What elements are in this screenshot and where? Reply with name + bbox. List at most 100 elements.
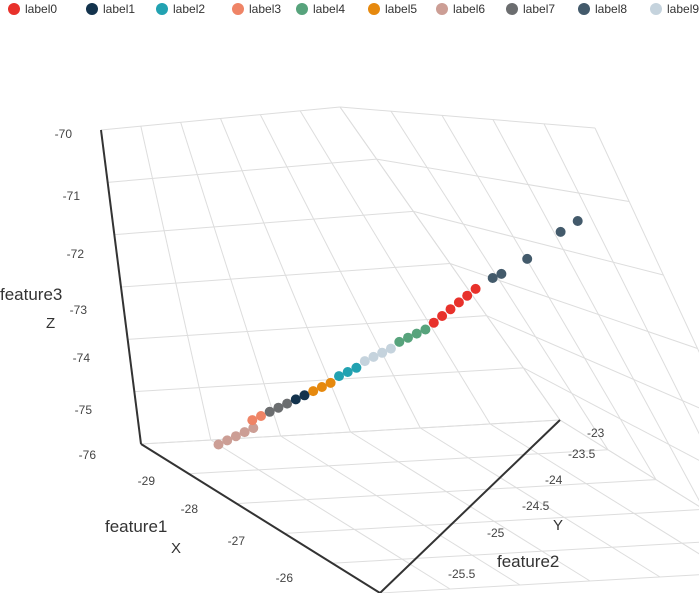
point-label2[interactable] [342, 367, 353, 377]
grid-line [492, 119, 699, 502]
legend-label: label2 [173, 2, 206, 16]
y-axis-line [379, 419, 561, 593]
point-label5[interactable] [308, 386, 319, 397]
point-label3[interactable] [247, 415, 258, 426]
z-tick-label: -75 [75, 403, 93, 417]
point-label9[interactable] [385, 343, 396, 354]
tick-labels: -70 -71 -72 -73 -74 -75 -76 -29 -28 -27 -26 -23 -23.… [0, 127, 605, 585]
legend-label: label3 [249, 2, 282, 16]
grid-line [420, 427, 661, 578]
y-axis-letter: Y [553, 517, 563, 534]
point-label6[interactable] [248, 423, 259, 433]
y-tick-label: -25 [487, 526, 505, 540]
data-points[interactable] [213, 216, 583, 450]
legend-label: label7 [523, 2, 556, 16]
point-label5[interactable] [325, 377, 336, 388]
y-tick-label: -24.5 [522, 499, 550, 513]
point-label6[interactable] [222, 435, 233, 446]
grid-line [210, 439, 451, 590]
point-label1[interactable] [290, 394, 301, 405]
grid-line [339, 106, 596, 129]
point-label6[interactable] [230, 431, 241, 442]
x-axis-letter: X [171, 540, 181, 557]
legend-marker [296, 3, 308, 15]
legend-item-label4[interactable]: label4 [296, 2, 345, 16]
point-label2[interactable] [334, 371, 344, 382]
grid [100, 106, 699, 593]
legend-item-label0[interactable]: label0 [8, 2, 57, 16]
point-label2[interactable] [351, 362, 362, 373]
point-label3[interactable] [256, 411, 266, 421]
legend-item-label7[interactable]: label7 [506, 2, 555, 16]
z-tick-label: -70 [55, 127, 73, 141]
legend-marker [650, 3, 662, 15]
y-tick-label: -24 [545, 473, 563, 487]
point-label0[interactable] [453, 297, 464, 308]
legend-item-label5[interactable]: label5 [368, 2, 417, 16]
point-label0[interactable] [428, 317, 439, 328]
legend-item-label1[interactable]: label1 [86, 2, 135, 16]
y-axis-title: feature2 [497, 552, 559, 571]
legend-item-label9[interactable]: label9 [650, 2, 699, 16]
grid-line [379, 574, 699, 593]
legend-item-label2[interactable]: label2 [156, 2, 205, 16]
x-axis-title: feature1 [105, 517, 167, 536]
z-tick-label: -71 [63, 189, 81, 203]
point-label8[interactable] [496, 268, 507, 279]
point-label8[interactable] [522, 253, 533, 264]
point-label8[interactable] [555, 226, 566, 237]
grid-line [390, 110, 609, 451]
point-label0[interactable] [462, 290, 473, 301]
point-label0[interactable] [445, 304, 456, 315]
legend-marker [86, 3, 98, 15]
y-tick-label: -23 [587, 426, 605, 440]
point-label7[interactable] [273, 402, 284, 413]
grid-line [280, 435, 521, 586]
point-label4[interactable] [394, 336, 405, 347]
point-label8[interactable] [487, 273, 498, 283]
y-tick-label: -23.5 [568, 447, 596, 461]
grid-line [140, 126, 212, 441]
point-label4[interactable] [403, 332, 413, 343]
point-label9[interactable] [377, 347, 388, 358]
point-label9[interactable] [359, 356, 370, 367]
grid-line [413, 210, 664, 276]
grid-line [339, 106, 561, 421]
point-label6[interactable] [239, 427, 250, 438]
grid-line [543, 123, 699, 435]
legend-marker [436, 3, 448, 15]
point-label9[interactable] [368, 351, 379, 362]
point-label4[interactable] [420, 324, 431, 335]
legend-item-label3[interactable]: label3 [232, 2, 281, 16]
point-label6[interactable] [213, 439, 224, 450]
legend-marker [232, 3, 244, 15]
legend-marker [578, 3, 590, 15]
grid-line [180, 122, 282, 437]
point-label0[interactable] [470, 283, 481, 294]
legend-label: label5 [385, 2, 418, 16]
legend-marker [156, 3, 168, 15]
x-tick-label: -28 [181, 502, 199, 516]
legend-label: label6 [453, 2, 486, 16]
point-label7[interactable] [264, 406, 275, 417]
legend-marker [8, 3, 20, 15]
x-tick-label: -27 [228, 534, 246, 548]
grid-line [559, 419, 699, 507]
point-label5[interactable] [316, 382, 327, 392]
legend-label: label8 [595, 2, 628, 16]
point-label4[interactable] [411, 328, 422, 339]
grid-line [259, 114, 421, 429]
point-label1[interactable] [299, 390, 310, 401]
legend-marker [506, 3, 518, 15]
legend-item-label6[interactable]: label6 [436, 2, 485, 16]
point-label0[interactable] [437, 311, 448, 321]
z-axis-title: feature3 [0, 285, 62, 304]
grid-line [523, 367, 699, 461]
z-tick-label: -76 [79, 448, 97, 462]
point-label8[interactable] [572, 216, 583, 226]
point-label7[interactable] [282, 398, 293, 409]
z-axis-line [100, 129, 142, 445]
legend-item-label8[interactable]: label8 [578, 2, 627, 16]
legend-label: label1 [103, 2, 136, 16]
